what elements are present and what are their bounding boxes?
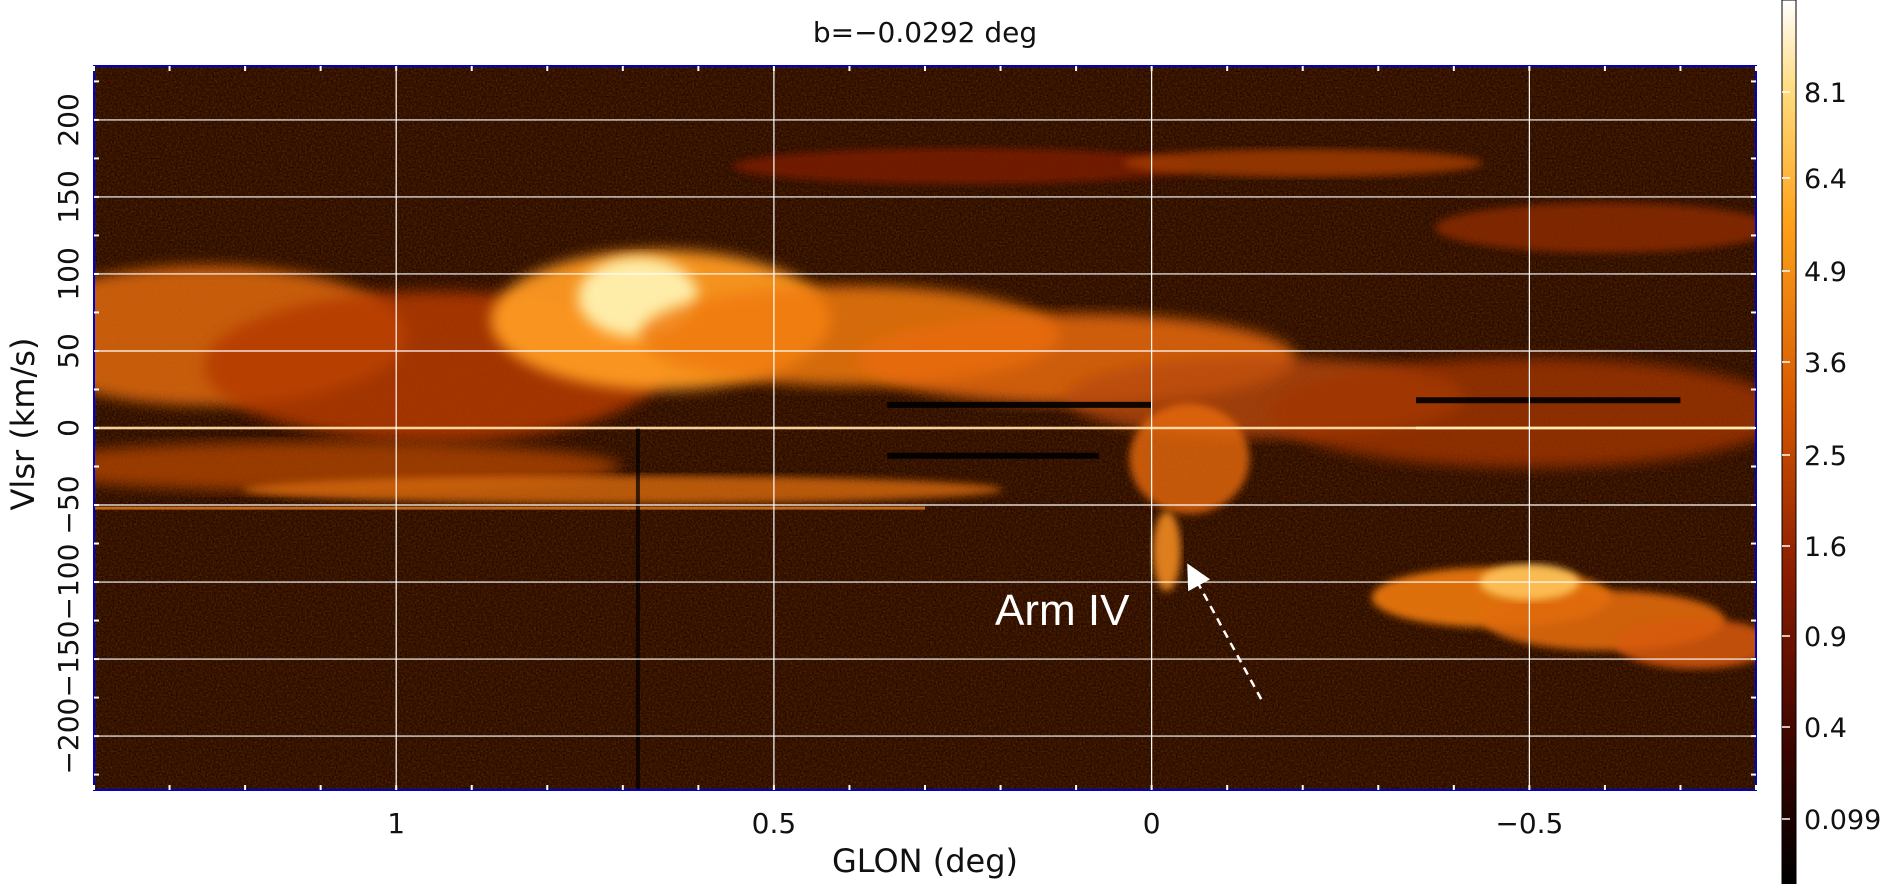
colorbar <box>1781 0 1797 884</box>
y-tick-label: 100 <box>52 247 85 300</box>
annotation-arrow <box>1187 563 1263 700</box>
colorbar-ticks: 8.1 6.4 4.9 3.6 2.5 1.6 0.9 0.4 0.099 <box>1782 78 1881 836</box>
colorbar-tick-label: 8.1 <box>1804 78 1847 109</box>
colorbar-tick-label: 2.5 <box>1804 441 1847 472</box>
y-tick-label: 200 <box>52 93 85 146</box>
emission-blob <box>1434 202 1756 253</box>
y-tick-label: −50 <box>52 475 85 534</box>
chart-title: b=−0.0292 deg <box>812 16 1038 49</box>
x-axis-ticks: 1 0.5 0 −0.5 <box>387 807 1563 840</box>
emission-blob <box>1122 149 1483 178</box>
x-tick-label: 1 <box>387 807 405 840</box>
emission-blob <box>1152 511 1181 592</box>
y-axis-ticks: 200 150 100 50 0 −50 −100−150−200 <box>52 93 85 774</box>
minor-ticks <box>93 66 1757 790</box>
y-tick-label: 0 <box>52 419 85 437</box>
colorbar-tick-label: 0.4 <box>1804 713 1847 744</box>
y-tick-label: −200 <box>52 698 85 775</box>
x-axis-label: GLON (deg) <box>831 842 1019 880</box>
colorbar-tick-label: 0.099 <box>1804 805 1881 836</box>
arm-iv-annotation: Arm IV <box>995 563 1263 700</box>
x-tick-label: −0.5 <box>1495 807 1563 840</box>
emission-blob <box>732 148 1193 185</box>
y-axis-label: Vlsr (km/s) <box>4 337 42 511</box>
y-tick-label: −100 <box>52 544 85 621</box>
x-tick-label: 0 <box>1143 807 1161 840</box>
x-tick-label: 0.5 <box>752 807 797 840</box>
emission-blob <box>1129 403 1250 514</box>
colorbar-tick-label: 6.4 <box>1804 164 1847 195</box>
y-tick-label: 50 <box>52 333 85 369</box>
emission-blob <box>1269 357 1756 468</box>
colorbar-tick-label: 4.9 <box>1804 257 1847 288</box>
grid <box>94 66 1756 790</box>
y-tick-label: 150 <box>52 170 85 223</box>
colorbar-tick-label: 1.6 <box>1804 532 1847 563</box>
emission-blob <box>1615 618 1756 669</box>
annotation-arm-iv-label: Arm IV <box>995 586 1130 635</box>
colorbar-tick-label: 0.9 <box>1804 622 1847 653</box>
emission-layer <box>94 148 1756 790</box>
y-tick-label: −150 <box>52 621 85 698</box>
colorbar-tick-label: 3.6 <box>1804 348 1847 379</box>
emission-blob <box>242 475 1003 504</box>
